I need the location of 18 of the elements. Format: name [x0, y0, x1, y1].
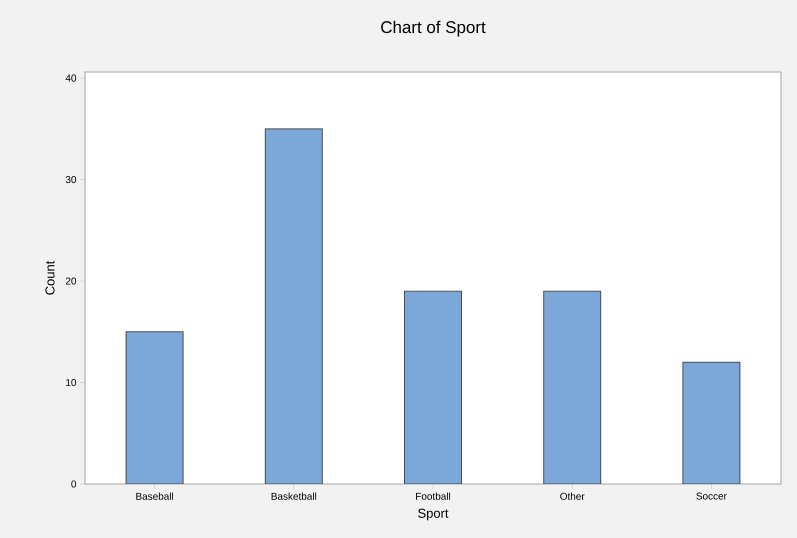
x-tick-label: Other: [560, 492, 585, 500]
x-axis-title: Sport: [418, 508, 448, 520]
bar: [682, 362, 740, 484]
x-tick-label: Basketball: [272, 492, 316, 500]
y-tick-label: 20: [66, 278, 76, 285]
bar: [264, 128, 323, 484]
x-tick-label: Baseball: [136, 492, 174, 500]
y-axis-title: Count: [45, 260, 55, 295]
y-tick-label: 10: [66, 378, 76, 386]
chart-title: Chart of Sport: [381, 20, 486, 36]
y-tick-label: 0: [71, 480, 76, 488]
bar: [126, 331, 184, 484]
bar: [543, 290, 602, 484]
x-tick-label: Football: [416, 492, 450, 500]
bar: [404, 290, 462, 484]
y-tick-label: 40: [66, 74, 76, 82]
x-tick-label: Soccer: [696, 492, 727, 500]
y-tick-label: 30: [66, 176, 76, 184]
